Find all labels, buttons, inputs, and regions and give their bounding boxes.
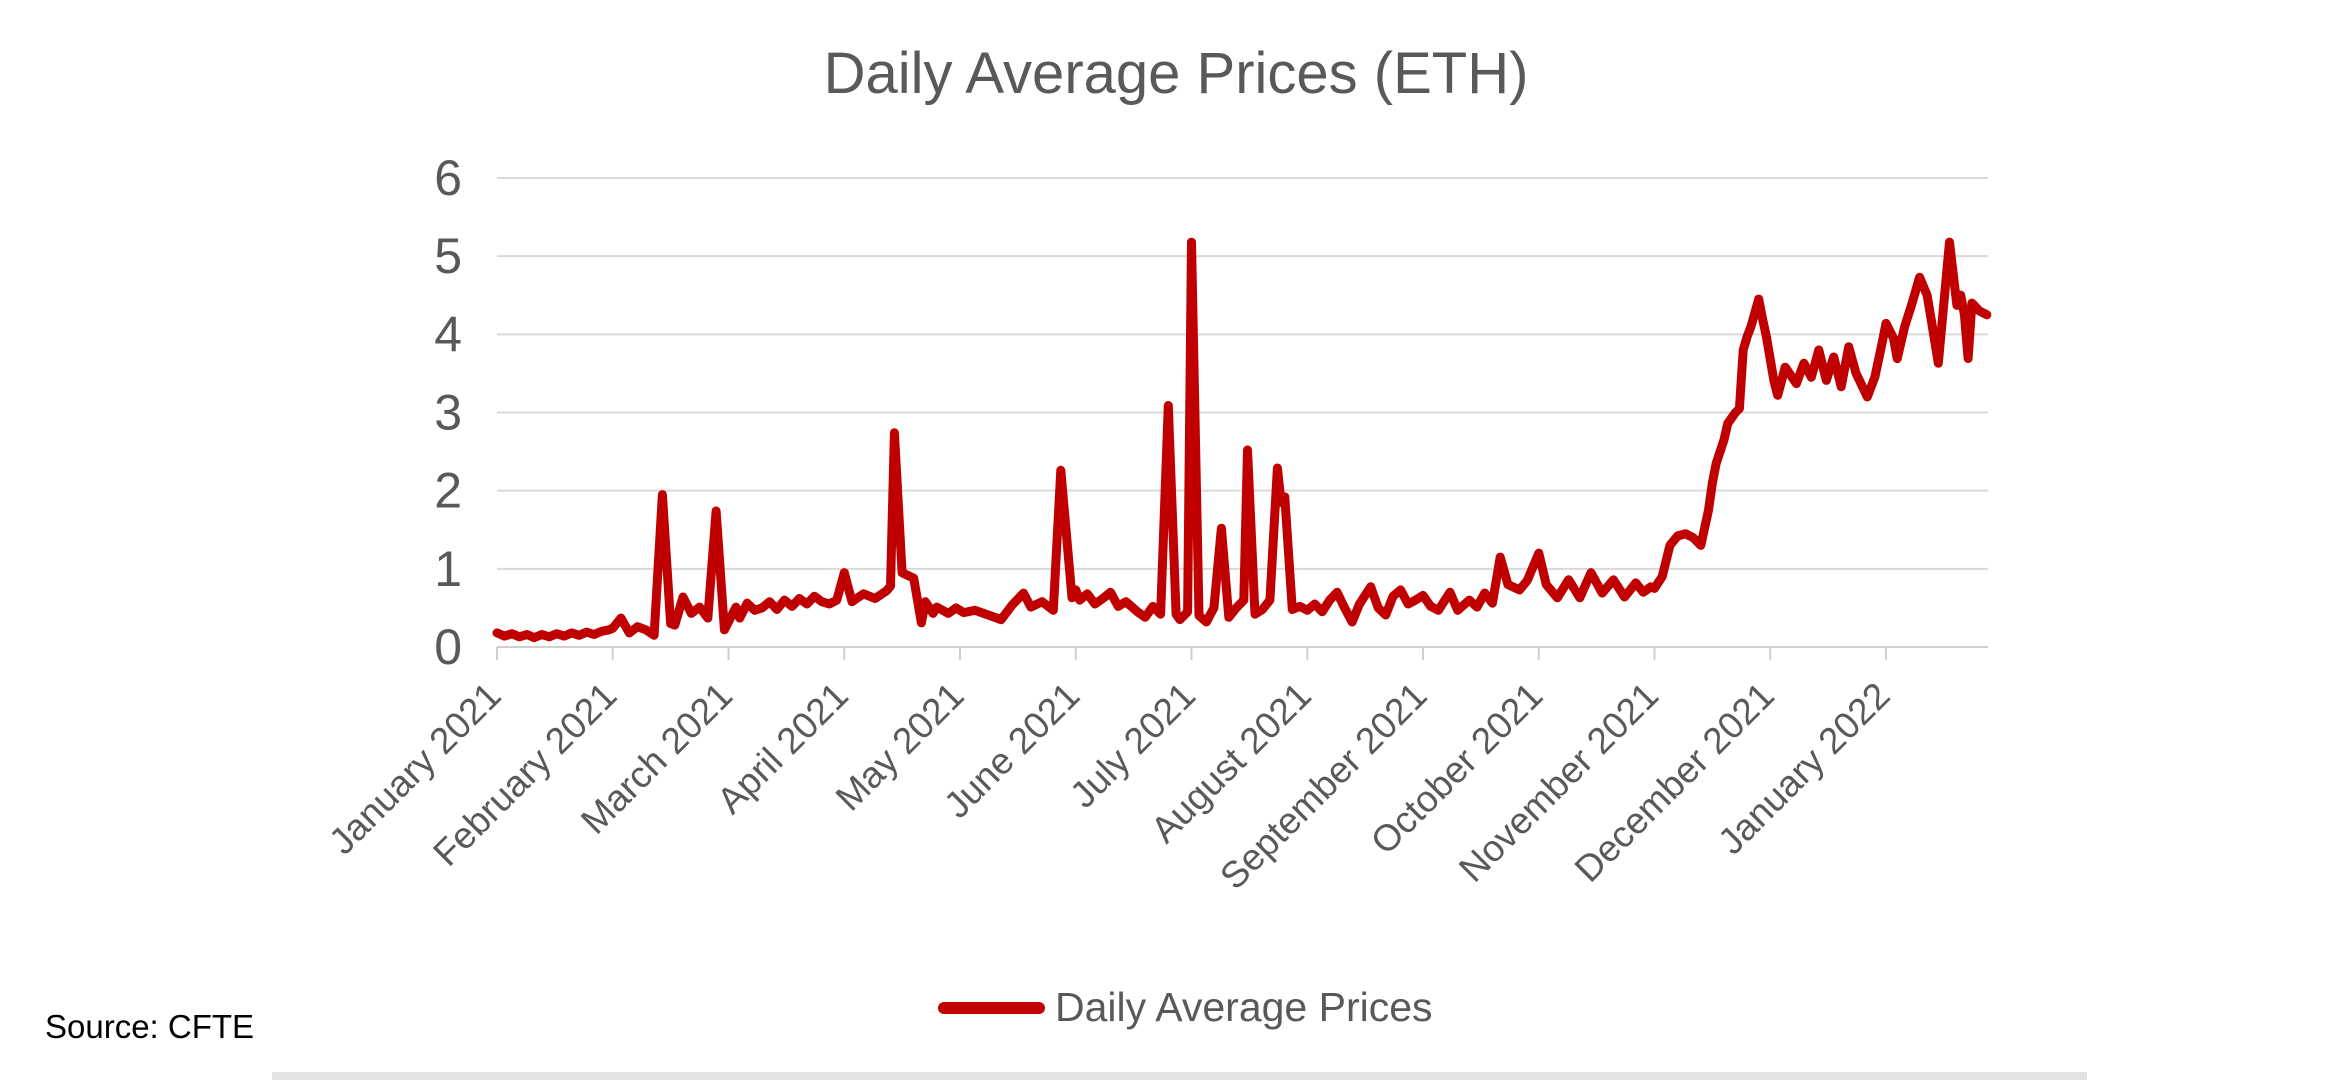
source-note: Source: CFTE xyxy=(45,1008,255,1045)
y-axis-tick-label: 0 xyxy=(434,619,462,675)
y-axis-tick-label: 6 xyxy=(434,150,462,206)
legend-line-swatch xyxy=(938,1001,1045,1014)
y-axis-tick-label: 4 xyxy=(434,306,462,362)
x-axis-tick-label: September 2021 xyxy=(1212,675,1434,897)
x-axis-tick-label: December 2021 xyxy=(1567,675,1782,890)
x-axis-tick-label: November 2021 xyxy=(1451,675,1666,890)
bottom-bar xyxy=(272,1072,2087,1080)
y-axis-tick-label: 3 xyxy=(434,384,462,440)
y-axis-tick-label: 5 xyxy=(434,228,462,284)
chart-title: Daily Average Prices (ETH) xyxy=(823,41,1529,106)
legend-label: Daily Average Prices xyxy=(1055,984,1433,1030)
y-axis-tick-label: 2 xyxy=(434,463,462,519)
price-line xyxy=(492,237,1992,643)
y-axis-tick-label: 1 xyxy=(434,541,462,597)
chart-legend: Daily Average Prices xyxy=(938,984,1433,1031)
